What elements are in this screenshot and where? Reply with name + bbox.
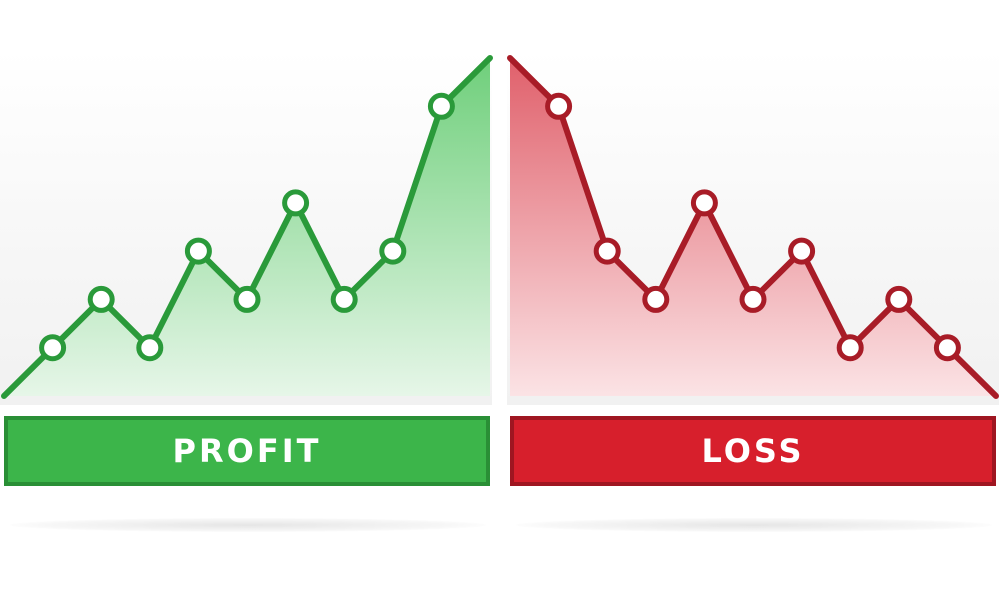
loss-label: LOSS — [701, 432, 805, 470]
loss-area-fill — [510, 58, 996, 396]
profit-data-point — [233, 285, 261, 313]
profit-data-point — [282, 189, 310, 217]
loss-banner-shadow — [516, 518, 992, 532]
loss-data-point — [593, 237, 621, 265]
profit-data-point — [184, 237, 212, 265]
profit-data-point — [87, 285, 115, 313]
profit-data-point — [427, 92, 455, 120]
profit-data-point — [379, 237, 407, 265]
profit-banner: PROFIT — [4, 416, 490, 486]
loss-data-point — [690, 189, 718, 217]
profit-data-point — [330, 285, 358, 313]
loss-data-point — [739, 285, 767, 313]
loss-data-point — [933, 334, 961, 362]
profit-area-fill — [4, 58, 490, 396]
profit-label: PROFIT — [172, 432, 322, 470]
loss-data-point — [788, 237, 816, 265]
profit-banner-shadow — [10, 518, 486, 532]
loss-data-point — [885, 285, 913, 313]
loss-banner: LOSS — [510, 416, 996, 486]
loss-chart — [507, 55, 999, 399]
loss-data-point — [836, 334, 864, 362]
profit-chart — [1, 55, 493, 399]
loss-data-point — [545, 92, 573, 120]
profit-data-point — [39, 334, 67, 362]
loss-data-point — [642, 285, 670, 313]
profit-data-point — [136, 334, 164, 362]
